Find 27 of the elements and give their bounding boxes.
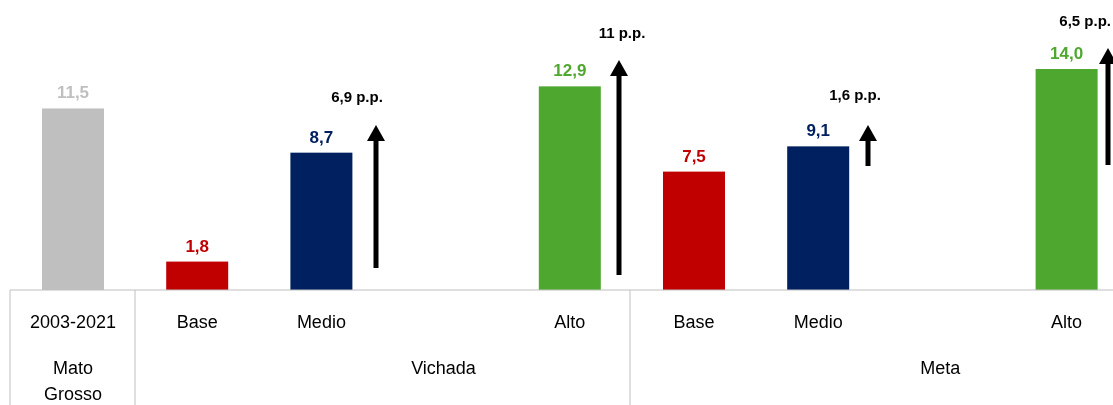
annotation: 1,6 p.p. bbox=[829, 86, 881, 103]
text: Meta bbox=[920, 358, 962, 378]
data-label: 7,5 bbox=[682, 146, 706, 166]
x-tick-label: Medio bbox=[296, 312, 346, 332]
bar bbox=[166, 261, 229, 290]
text: Mato Grosso bbox=[43, 358, 103, 404]
data-label: 9,1 bbox=[806, 121, 831, 141]
bar bbox=[787, 146, 850, 290]
bar bbox=[538, 86, 601, 290]
data-label: 12,9 bbox=[553, 61, 587, 81]
bar bbox=[290, 152, 353, 290]
data-label: 1,8 bbox=[185, 236, 210, 256]
data-label: 11,5 bbox=[56, 83, 90, 103]
text: 11 p.p. bbox=[598, 24, 646, 41]
bar bbox=[1035, 69, 1098, 290]
x-tick-label: Alto bbox=[1051, 312, 1083, 332]
x-tick-label: Alto bbox=[554, 312, 586, 332]
annotation: 6,9 p.p. bbox=[331, 88, 383, 105]
data-label: 14,0 bbox=[1050, 44, 1084, 63]
text: 6,5 p.p. bbox=[1059, 12, 1111, 29]
x-tick-label: Medio bbox=[793, 312, 843, 332]
x-tick-label: Base bbox=[176, 312, 218, 332]
x-tick-label: 2003-2021 bbox=[29, 312, 117, 332]
text: Vichada bbox=[411, 358, 477, 378]
bar bbox=[663, 171, 725, 290]
data-label: 8,7 bbox=[309, 127, 334, 147]
x-tick-label: Base bbox=[673, 312, 715, 332]
